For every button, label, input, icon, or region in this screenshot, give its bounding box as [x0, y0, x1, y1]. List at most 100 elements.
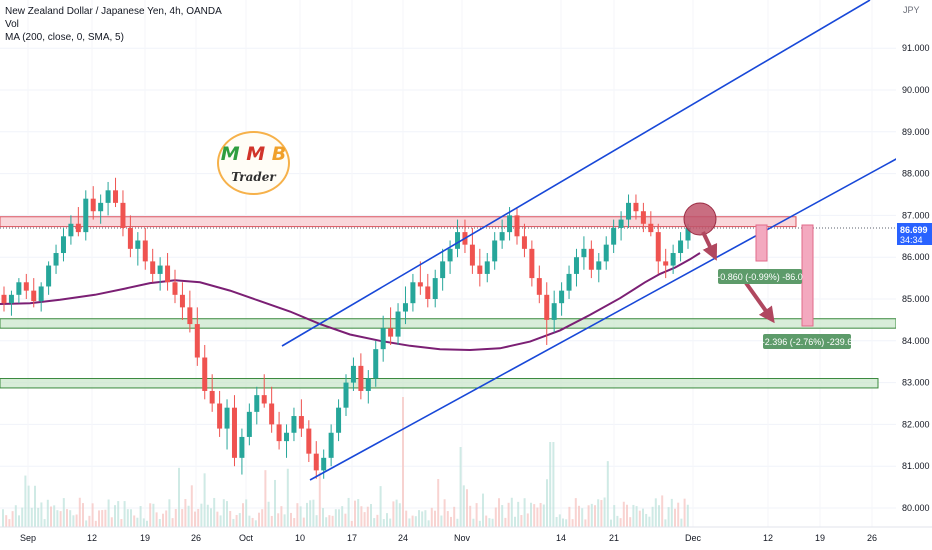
- volume-bar: [328, 515, 331, 527]
- y-tick-label: 82.000: [902, 419, 930, 429]
- volume-bar: [94, 520, 97, 527]
- candle-body: [440, 261, 446, 279]
- volume-bar: [510, 497, 513, 527]
- candle-body: [455, 232, 461, 249]
- candle-body: [1, 294, 7, 304]
- candle-body: [165, 265, 171, 283]
- x-tick-label: Dec: [685, 533, 702, 543]
- volume-bar: [453, 506, 456, 527]
- plot-background: [0, 0, 896, 527]
- candle-body: [187, 307, 193, 325]
- candle-body: [417, 282, 423, 287]
- volume-bar: [40, 502, 43, 527]
- candle-body: [670, 253, 676, 266]
- volume-bar: [562, 518, 564, 527]
- candle-body: [469, 244, 475, 266]
- y-tick-label: 89.000: [902, 127, 930, 137]
- volume-bar: [472, 518, 475, 527]
- candle-body: [306, 428, 312, 454]
- measure-label-small: -0.860 (-0.99%) -86.0: [717, 269, 803, 284]
- candle-body: [529, 248, 535, 279]
- candles: [1, 177, 691, 479]
- volume-bar: [155, 512, 158, 527]
- volume-bar: [606, 461, 609, 527]
- candle-body: [499, 232, 505, 241]
- volume-bar: [82, 503, 84, 527]
- volume-bar: [75, 514, 78, 527]
- volume-bar: [501, 505, 504, 527]
- volume-bar: [466, 489, 468, 527]
- volume-bar: [341, 506, 344, 527]
- volume-bar: [216, 511, 219, 527]
- volume-bar: [542, 504, 545, 527]
- volume-bar: [267, 501, 270, 527]
- candle-body: [573, 257, 579, 274]
- volume-bar: [18, 515, 20, 527]
- symbol-title[interactable]: New Zealand Dollar / Japanese Yen, 4h, O…: [5, 6, 222, 17]
- volume-bar: [555, 517, 558, 527]
- moving-average-line: [0, 252, 701, 352]
- volume-bar: [114, 505, 116, 527]
- volume-bar: [254, 520, 257, 527]
- volume-bar: [680, 518, 683, 527]
- volume-bar: [178, 467, 180, 527]
- volume-bar: [37, 507, 40, 527]
- x-tick-label: 12: [763, 533, 773, 543]
- y-tick-label: 84.000: [902, 336, 930, 346]
- volume-bar: [350, 520, 353, 527]
- volume-bar: [494, 507, 497, 527]
- measure-box-small: [755, 224, 768, 262]
- volume-bar: [347, 497, 350, 527]
- x-tick-label: 24: [398, 533, 408, 543]
- volume-bar: [437, 479, 440, 527]
- candle-body: [276, 424, 282, 442]
- candle-body: [425, 286, 431, 299]
- volume-bar: [242, 503, 244, 527]
- candle-body: [313, 453, 319, 471]
- measure-box-large: [801, 224, 814, 327]
- volume-bar: [270, 515, 273, 527]
- support-zone-lower: [0, 378, 879, 389]
- volume-bar: [370, 504, 372, 527]
- volume-bar: [91, 503, 94, 527]
- volume-bar: [635, 506, 638, 527]
- candle-body: [373, 349, 379, 379]
- volume-bar: [478, 520, 481, 527]
- candle-body: [53, 253, 59, 266]
- x-tick-label: Nov: [454, 533, 471, 543]
- volume-bar: [462, 485, 465, 527]
- ma-legend[interactable]: MA (200, close, 0, SMA, 5): [5, 32, 124, 43]
- volume-bar: [30, 507, 33, 527]
- candle-body: [60, 236, 66, 254]
- candle-body: [291, 416, 297, 433]
- y-tick-label: 90.000: [902, 85, 930, 95]
- volume-bar: [11, 511, 14, 527]
- volume-legend[interactable]: Vol: [5, 19, 19, 30]
- volume-bar: [568, 506, 571, 527]
- volume-bar: [283, 514, 286, 527]
- volume-bar: [389, 518, 392, 527]
- measure-label-small-bg: [718, 269, 802, 284]
- volume-bar: [530, 502, 532, 527]
- y-tick-label: 86.000: [902, 252, 930, 262]
- volume-bar: [613, 505, 616, 527]
- volume-bar: [104, 509, 107, 527]
- x-tick-label: 19: [140, 533, 150, 543]
- candle-body: [120, 202, 126, 228]
- volume-bar: [277, 513, 280, 527]
- volume-bar: [373, 518, 376, 527]
- volume-bar: [152, 503, 155, 527]
- candle-body: [588, 248, 594, 270]
- volume-bar: [418, 510, 420, 527]
- volume-bar: [450, 516, 452, 527]
- volume-bar: [603, 497, 606, 527]
- volume-bar: [290, 512, 292, 527]
- candle-body: [336, 407, 342, 433]
- x-tick-label: Oct: [239, 533, 254, 543]
- volume-bar: [674, 508, 676, 527]
- volume-bar: [590, 503, 593, 527]
- volume-bar: [302, 517, 305, 527]
- candle-body: [23, 282, 29, 291]
